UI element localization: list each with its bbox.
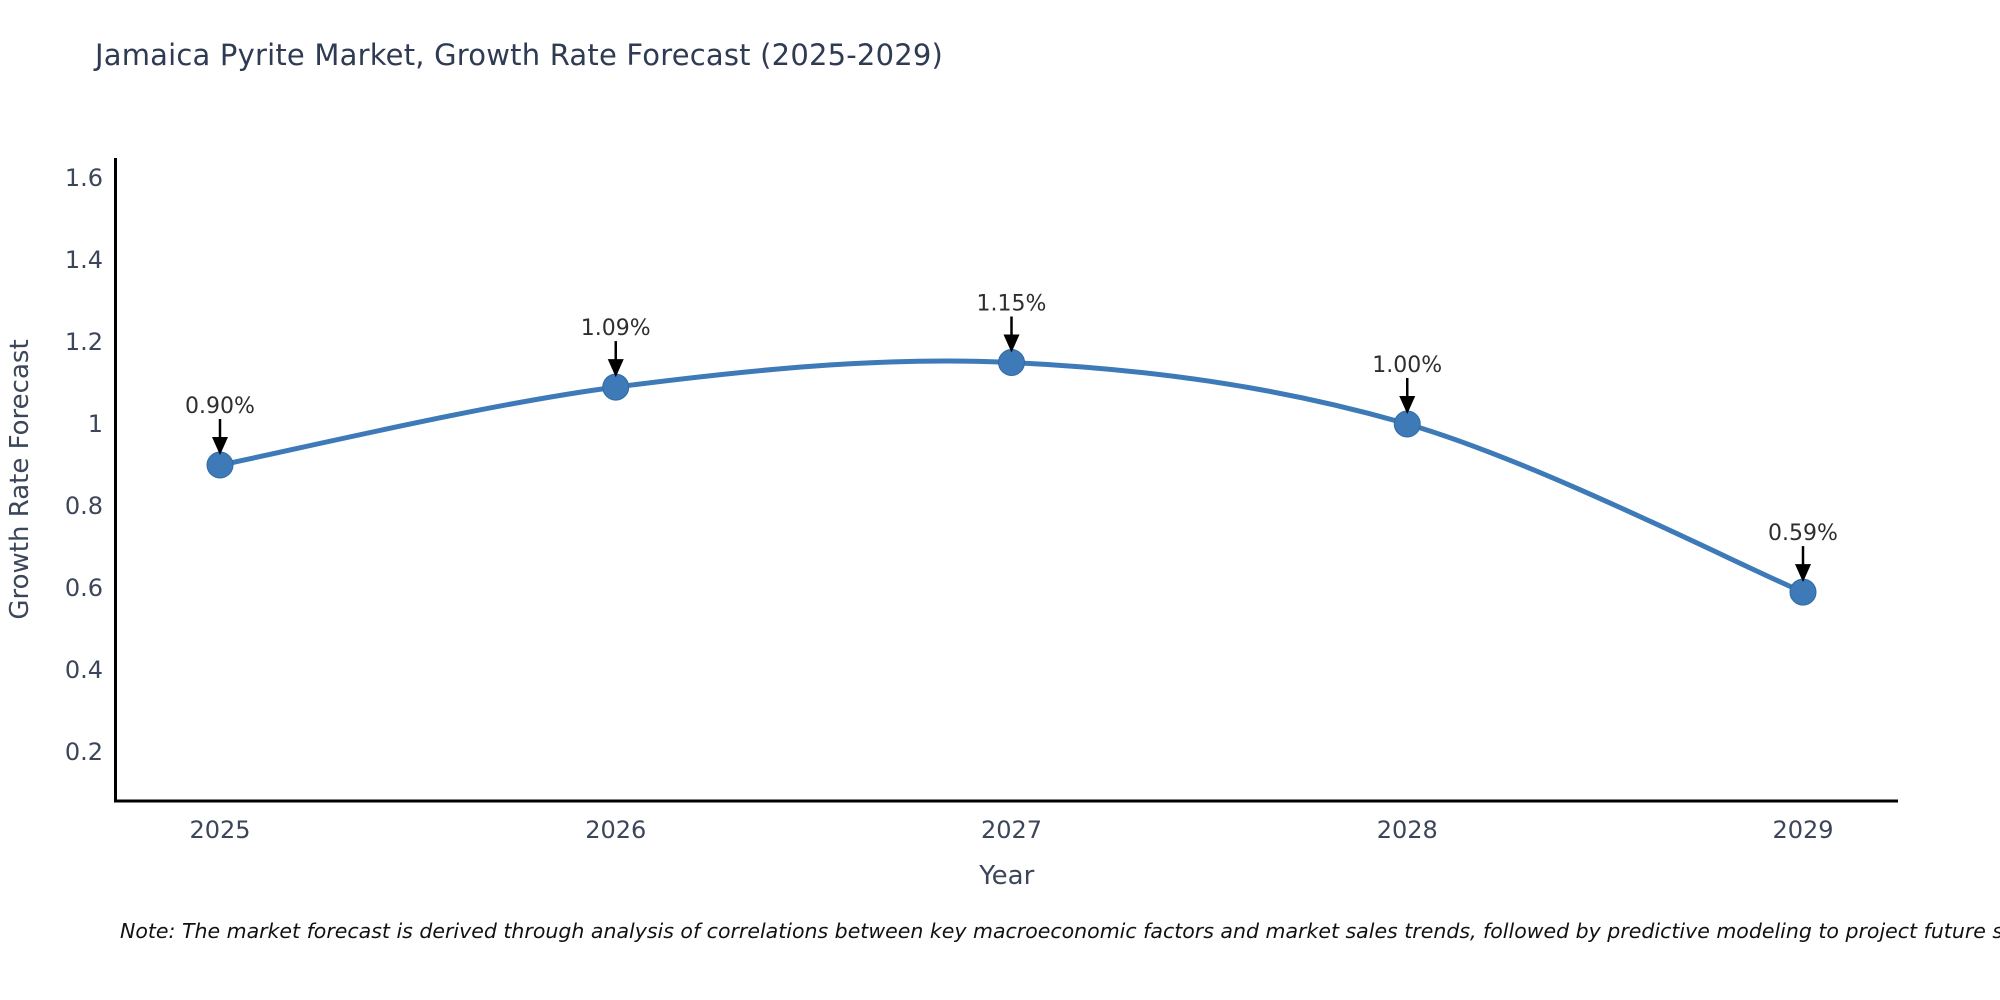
annotation-label: 1.09% [581, 316, 651, 341]
annotation-arrow-head [1399, 396, 1416, 414]
data-point-marker-2025 [206, 451, 234, 479]
annotation-label: 1.00% [1372, 353, 1442, 378]
annotation-label: 0.90% [185, 394, 255, 419]
annotation-label: 1.15% [977, 292, 1047, 317]
forecast-line [217, 358, 1806, 595]
y-tick-label: 0.6 [65, 574, 103, 602]
y-tick-label: 0.8 [65, 492, 103, 520]
growth-rate-forecast-chart: 0.2 0.4 0.6 0.8 1 1.2 1.4 1.6 2025 2026 2027 2028 20… [5, 158, 1898, 891]
y-tick-label: 1 [88, 410, 103, 438]
annotation-arrow-head [212, 437, 228, 455]
x-tick-label: 2027 [981, 816, 1042, 844]
x-tick-label: 2028 [1377, 816, 1438, 844]
y-tick-label: 0.4 [65, 656, 103, 684]
x-tick-label: 2025 [189, 816, 250, 844]
x-axis-title: Year [978, 861, 1034, 891]
annotation-arrow-head [1795, 564, 1811, 583]
y-axis-title: Growth Rate Forecast [5, 339, 35, 619]
x-tick-label: 2029 [1772, 816, 1833, 844]
footnote: Note: The market forecast is derived thr… [120, 919, 2000, 943]
y-tick-label: 0.2 [65, 738, 103, 766]
data-point-marker-2026 [602, 373, 630, 401]
y-tick-label: 1.2 [65, 328, 103, 356]
annotation-arrow-head [1003, 334, 1020, 353]
chart-title: Jamaica Pyrite Market, Growth Rate Forec… [95, 38, 944, 72]
y-tick-label: 1.6 [65, 164, 103, 192]
data-point-marker-2029 [1789, 578, 1817, 606]
data-point-marker-2028 [1393, 410, 1421, 438]
y-tick-label: 1.4 [65, 246, 103, 274]
annotation-label: 0.59% [1768, 521, 1838, 546]
x-tick-label: 2026 [585, 816, 646, 844]
data-point-marker-2027 [998, 349, 1025, 376]
annotation-arrow-head [607, 359, 624, 378]
